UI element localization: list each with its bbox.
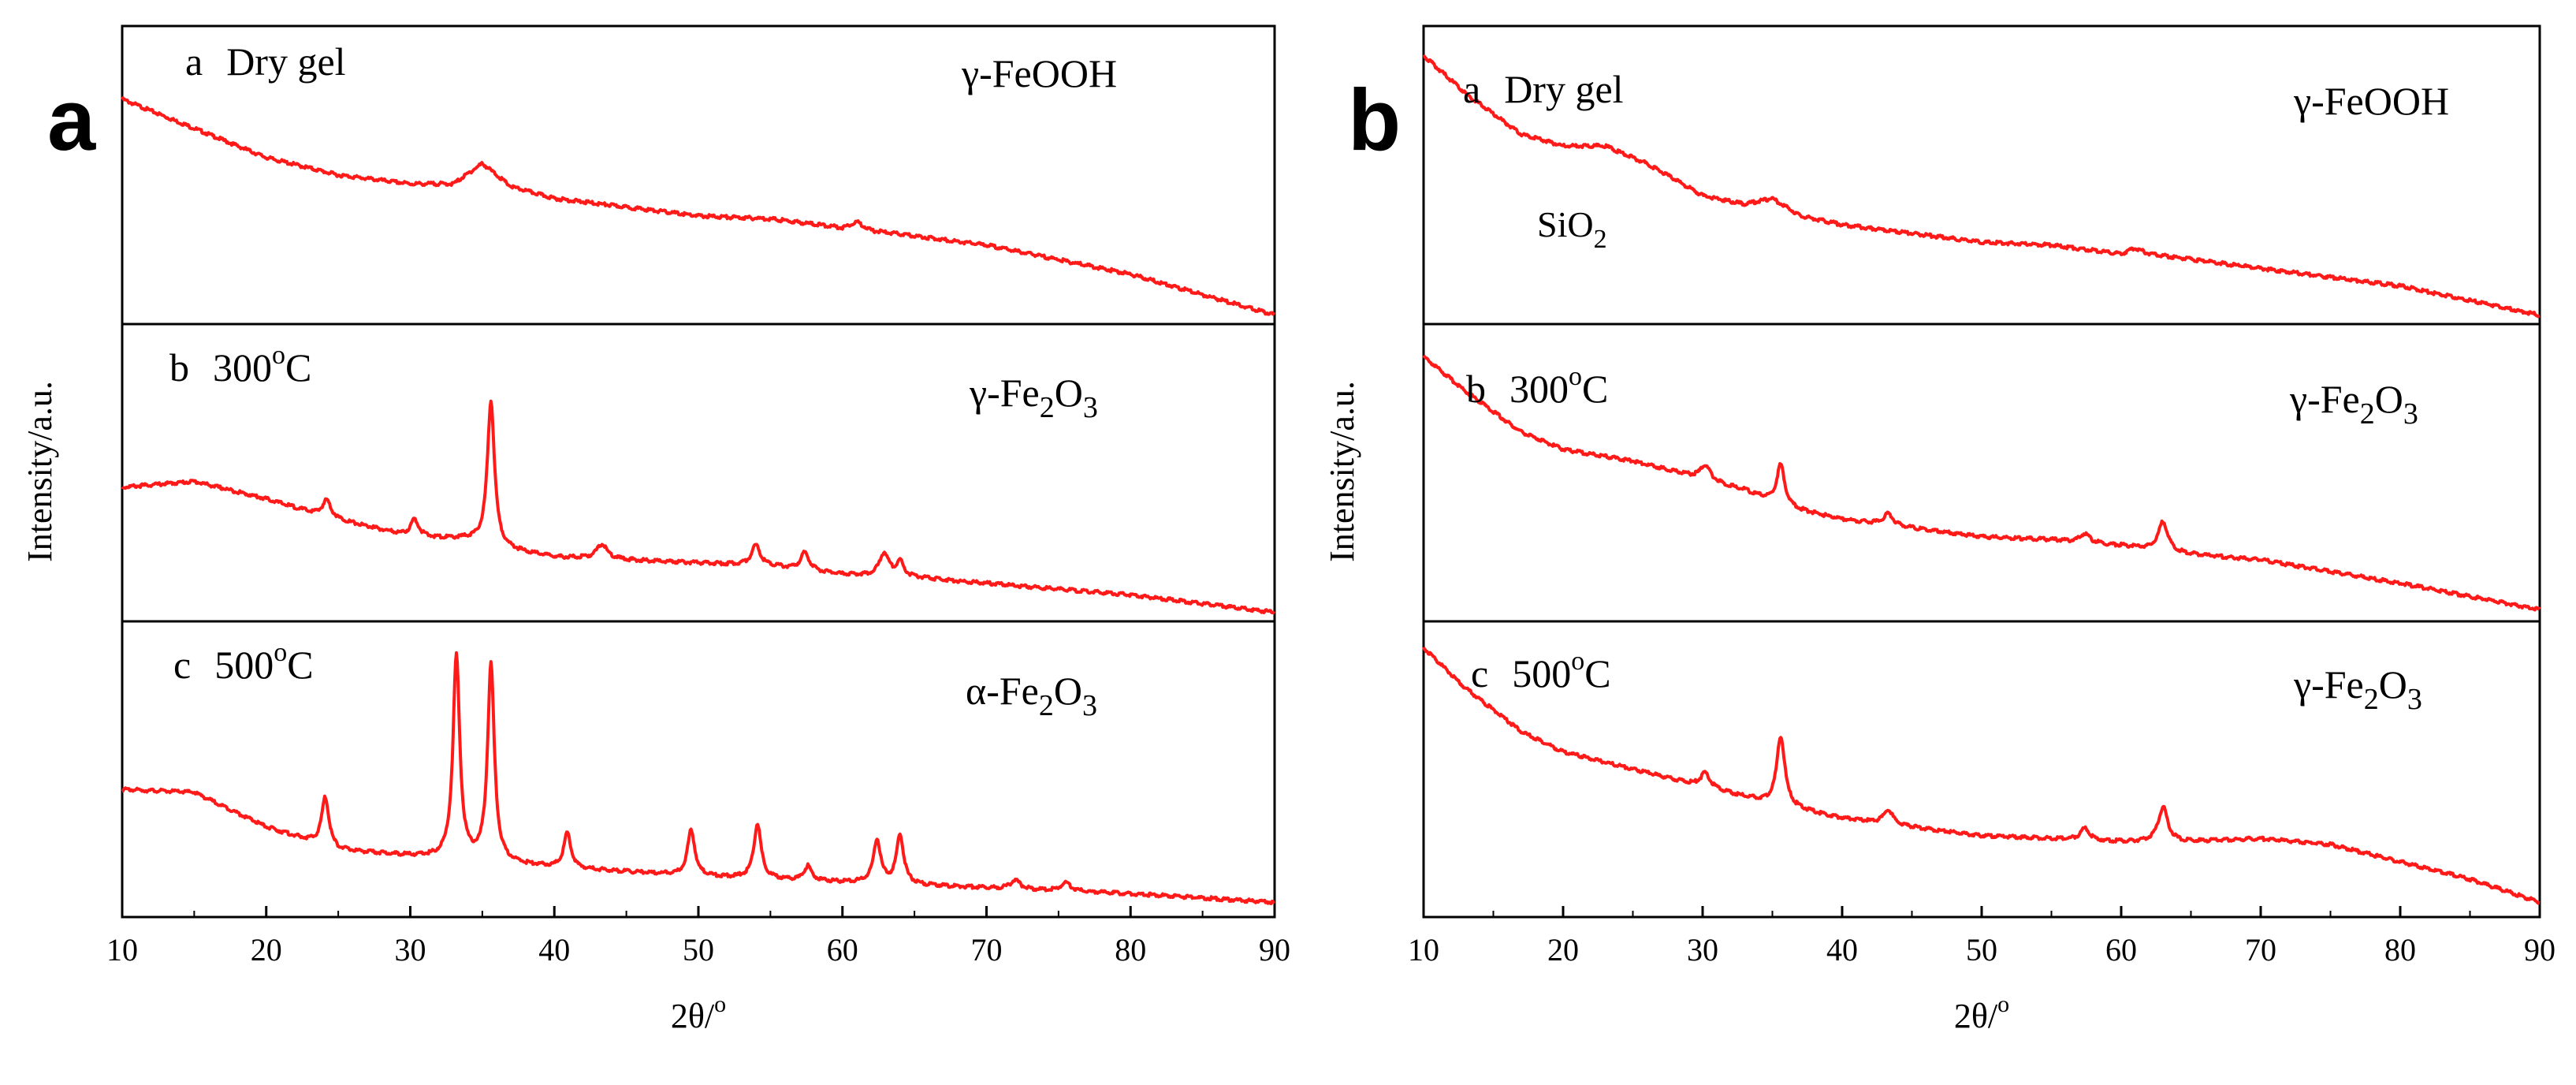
x-tick-label: 90 — [2524, 932, 2556, 968]
xrd-trace-b-c — [1422, 646, 2541, 905]
x-axis-label: 2θ/o — [1954, 991, 2009, 1035]
xrd-trace-a-b — [121, 399, 1276, 615]
x-axis-label: 2θ/o — [671, 991, 726, 1035]
x-tick-label: 50 — [1966, 932, 1997, 968]
series-label: a Dry gel — [185, 39, 346, 84]
xrd-trace-a-c — [121, 651, 1275, 905]
x-tick-label: 80 — [1115, 932, 1146, 968]
y-axis-label: Intensity/a.u. — [1323, 381, 1361, 562]
plot-frame — [1422, 24, 2541, 919]
x-tick-label: 10 — [1408, 932, 1439, 968]
x-tick-label: 50 — [683, 932, 714, 968]
series-label: b 300oC — [169, 341, 311, 390]
phase-label: γ-FeOOH — [961, 51, 1117, 95]
series-label: a Dry gel — [1463, 67, 1624, 111]
x-tick-label: 30 — [1687, 932, 1718, 968]
phase-label: γ-Fe2O3 — [969, 371, 1098, 424]
sio2-annotation: SiO2 — [1537, 204, 1607, 254]
xrd-trace-a-a — [121, 96, 1276, 316]
xrd-trace-b-a — [1422, 54, 2541, 319]
x-tick-label: 70 — [971, 932, 1003, 968]
phase-label: γ-Fe2O3 — [2289, 377, 2418, 431]
y-axis-label: Intensity/a.u. — [20, 381, 59, 562]
x-tick-label: 60 — [827, 932, 858, 968]
x-tick-label: 70 — [2245, 932, 2276, 968]
x-tick-label: 40 — [1826, 932, 1858, 968]
series-label: c 500oC — [1471, 647, 1611, 695]
plot-frame — [121, 24, 1276, 919]
phase-label: γ-Fe2O3 — [2293, 662, 2422, 716]
phase-label: γ-FeOOH — [2293, 79, 2449, 123]
panel-letter: a — [47, 72, 96, 169]
phase-label: α-Fe2O3 — [966, 669, 1097, 722]
x-tick-label: 60 — [2105, 932, 2137, 968]
xrd-trace-b-b — [1422, 354, 2541, 612]
x-tick-label: 80 — [2384, 932, 2416, 968]
x-tick-label: 90 — [1259, 932, 1290, 968]
x-tick-label: 20 — [251, 932, 282, 968]
x-tick-label: 40 — [538, 932, 570, 968]
series-label: c 500oC — [173, 638, 314, 687]
x-tick-label: 10 — [106, 932, 138, 968]
x-tick-label: 30 — [395, 932, 426, 968]
xrd-panel-a: 10 20 30 40 50 60 70 80 90 2θ/o Intensity/a.u. a a Dr… — [20, 24, 1290, 1035]
xrd-panel-b: 10 20 30 40 50 60 70 80 90 2θ/o Intensity/a.u. b a Dr… — [1323, 24, 2556, 1035]
panel-letter: b — [1348, 72, 1401, 169]
series-label: b 300oC — [1466, 362, 1608, 411]
x-tick-label: 20 — [1547, 932, 1579, 968]
